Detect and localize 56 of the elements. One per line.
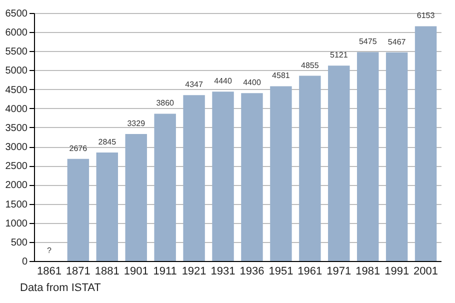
data-label: 4581: [272, 71, 290, 80]
y-tick-label: 500: [10, 237, 28, 248]
text: Data from ISTAT: [20, 282, 101, 294]
data-label: 5467: [388, 37, 406, 46]
bar: [270, 86, 292, 261]
x-tick-label: 1931: [210, 266, 236, 278]
bar: [386, 52, 408, 261]
x-tick-label: 1881: [94, 266, 120, 278]
data-label: 4855: [301, 60, 320, 70]
x-tick-label: 1991: [384, 266, 410, 278]
y-tick-label: 3000: [5, 142, 28, 154]
text: ?: [46, 246, 52, 255]
bar: [125, 134, 147, 261]
data-label: 4400: [243, 78, 262, 88]
bar: [328, 66, 350, 261]
y-tick-label: 2500: [5, 161, 28, 172]
x-tick-label: 1921: [182, 266, 206, 278]
bar: [299, 76, 321, 261]
x-tick-label: 2001: [414, 266, 438, 278]
x-tick-label: 1911: [153, 266, 177, 278]
y-tick-label: 4500: [5, 84, 28, 96]
x-tick-label: 1971: [326, 266, 352, 278]
y-tick-label: 5500: [5, 46, 28, 58]
bar: [241, 93, 263, 261]
bar: [356, 52, 379, 261]
y-tick-label: 4000: [5, 104, 28, 115]
x-tick-label: 1981: [356, 266, 380, 278]
data-label: 4440: [214, 76, 232, 86]
bar: [212, 92, 234, 261]
y-tick-label: 6000: [5, 28, 28, 39]
x-tick-label: 1901: [124, 266, 148, 278]
data-label: 4347: [185, 80, 204, 90]
bar: [67, 158, 90, 261]
y-tick-label: 1000: [5, 218, 28, 230]
y-tick-label: 1500: [5, 199, 28, 210]
data-label: 3329: [127, 118, 146, 128]
bar: [414, 26, 437, 261]
y-tick-label: 5000: [5, 66, 28, 77]
y-tick-label: 6500: [5, 8, 28, 20]
bar: [96, 152, 118, 261]
x-tick-label: 1936: [240, 266, 264, 278]
x-tick-label: 1961: [298, 266, 322, 278]
bar: [154, 114, 176, 261]
data-label: 6153: [416, 11, 436, 20]
data-label: 5121: [330, 50, 348, 60]
x-tick-label: 1861: [36, 266, 62, 278]
data-label: 3860: [156, 98, 175, 108]
bar: [183, 95, 205, 261]
y-tick-label: 0: [22, 256, 28, 268]
y-tick-label: 3500: [5, 122, 28, 134]
data-label: 2845: [98, 137, 117, 146]
x-tick-label: 1871: [66, 266, 90, 278]
data-label: 2676: [69, 144, 88, 153]
x-tick-label: 1951: [268, 266, 294, 278]
y-tick-label: 2000: [5, 180, 28, 192]
data-label: 5475: [358, 37, 378, 46]
